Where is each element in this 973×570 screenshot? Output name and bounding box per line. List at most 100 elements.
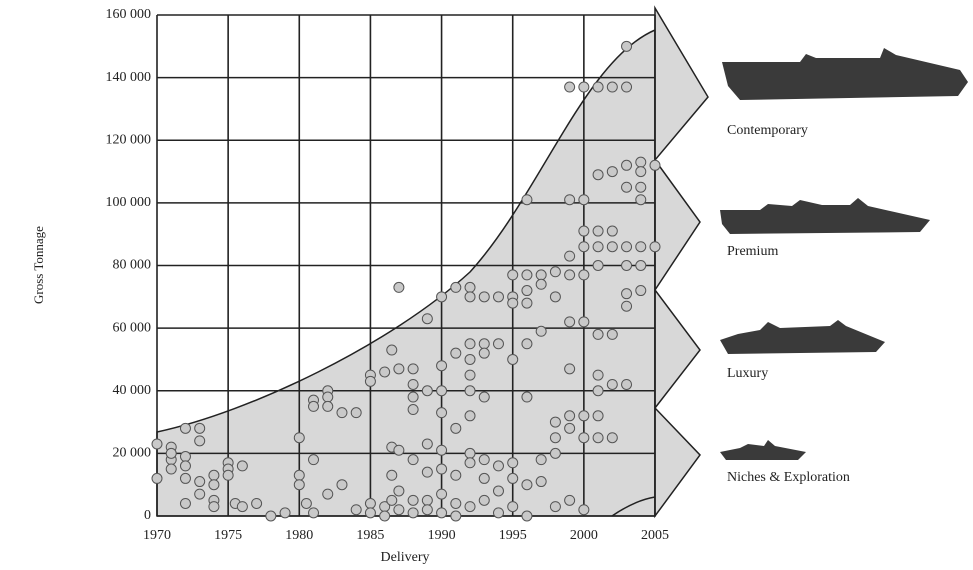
data-point xyxy=(309,455,319,465)
data-point xyxy=(579,505,589,515)
data-point xyxy=(387,470,397,480)
data-point xyxy=(536,326,546,336)
data-point xyxy=(451,498,461,508)
data-point xyxy=(387,345,397,355)
data-point xyxy=(636,242,646,252)
data-point xyxy=(479,455,489,465)
data-point xyxy=(593,411,603,421)
data-point xyxy=(408,392,418,402)
data-point xyxy=(380,367,390,377)
data-point xyxy=(579,411,589,421)
data-point xyxy=(479,473,489,483)
data-point xyxy=(593,261,603,271)
x-tick-label: 1975 xyxy=(214,528,242,543)
data-point xyxy=(522,286,532,296)
data-point xyxy=(280,508,290,518)
data-point xyxy=(536,455,546,465)
data-point xyxy=(152,473,162,483)
data-point xyxy=(451,282,461,292)
data-point xyxy=(565,411,575,421)
data-point xyxy=(152,439,162,449)
y-tick-label: 40 000 xyxy=(113,383,152,398)
data-point xyxy=(465,282,475,292)
data-point xyxy=(195,423,205,433)
data-point xyxy=(508,458,518,468)
data-point xyxy=(337,480,347,490)
data-point xyxy=(579,433,589,443)
data-point xyxy=(301,498,311,508)
data-point xyxy=(565,317,575,327)
data-point xyxy=(636,195,646,205)
data-point xyxy=(437,386,447,396)
data-point xyxy=(565,82,575,92)
data-point xyxy=(565,423,575,433)
data-point xyxy=(294,480,304,490)
data-point xyxy=(465,448,475,458)
x-tick-label: 1990 xyxy=(428,528,456,543)
data-point xyxy=(237,502,247,512)
data-point xyxy=(565,270,575,280)
y-tick-label: 120 000 xyxy=(106,132,152,147)
data-point xyxy=(166,464,176,474)
data-point xyxy=(252,498,262,508)
data-point xyxy=(593,242,603,252)
data-point xyxy=(636,167,646,177)
data-point xyxy=(593,226,603,236)
data-point xyxy=(622,41,632,51)
data-point xyxy=(508,298,518,308)
data-point xyxy=(550,417,560,427)
data-point xyxy=(465,502,475,512)
data-point xyxy=(323,489,333,499)
data-point xyxy=(437,361,447,371)
data-point xyxy=(636,182,646,192)
data-point xyxy=(565,195,575,205)
data-point xyxy=(180,423,190,433)
data-point xyxy=(593,386,603,396)
y-tick-label: 100 000 xyxy=(106,195,152,210)
data-point xyxy=(607,379,617,389)
data-point xyxy=(536,477,546,487)
data-point xyxy=(607,226,617,236)
data-point xyxy=(522,270,532,280)
data-point xyxy=(437,508,447,518)
data-point xyxy=(323,401,333,411)
data-point xyxy=(351,505,361,515)
data-point xyxy=(522,298,532,308)
data-point xyxy=(593,370,603,380)
data-point xyxy=(209,502,219,512)
y-axis-label: Gross Tonnage xyxy=(31,226,46,304)
ship-luxury xyxy=(720,320,885,354)
data-point xyxy=(209,480,219,490)
y-tick-label: 0 xyxy=(144,508,151,523)
data-point xyxy=(550,502,560,512)
data-point xyxy=(508,354,518,364)
data-point xyxy=(522,480,532,490)
data-point xyxy=(166,448,176,458)
segment-label: Niches & Exploration xyxy=(727,470,850,485)
data-point xyxy=(180,498,190,508)
data-point xyxy=(387,495,397,505)
data-point xyxy=(380,511,390,521)
data-point xyxy=(408,364,418,374)
data-point xyxy=(536,279,546,289)
data-point xyxy=(465,458,475,468)
data-point xyxy=(522,511,532,521)
data-point xyxy=(437,292,447,302)
data-point xyxy=(465,411,475,421)
data-point xyxy=(394,505,404,515)
data-point xyxy=(209,470,219,480)
data-point xyxy=(636,286,646,296)
data-point xyxy=(422,386,432,396)
y-tick-label: 20 000 xyxy=(113,446,152,461)
data-point xyxy=(195,489,205,499)
data-point xyxy=(479,392,489,402)
data-point xyxy=(422,495,432,505)
data-point xyxy=(493,461,503,471)
data-point xyxy=(365,376,375,386)
data-point xyxy=(237,461,247,471)
data-point xyxy=(437,489,447,499)
data-point xyxy=(309,508,319,518)
y-tick-label: 140 000 xyxy=(106,70,152,85)
data-point xyxy=(550,448,560,458)
data-point xyxy=(337,408,347,418)
